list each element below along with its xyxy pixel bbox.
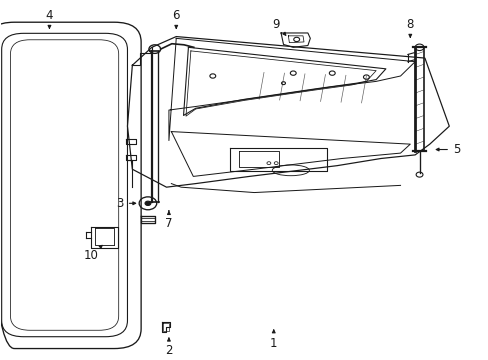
Text: 5: 5	[435, 143, 459, 156]
Text: 6: 6	[172, 9, 180, 28]
Text: 4: 4	[45, 9, 53, 28]
Text: 3: 3	[116, 197, 135, 210]
Text: 2: 2	[165, 338, 172, 357]
Text: 8: 8	[406, 18, 413, 37]
Text: 9: 9	[272, 18, 285, 35]
Text: 10: 10	[83, 246, 102, 262]
Text: 7: 7	[165, 211, 172, 230]
Text: 1: 1	[269, 330, 277, 350]
Circle shape	[145, 201, 151, 206]
